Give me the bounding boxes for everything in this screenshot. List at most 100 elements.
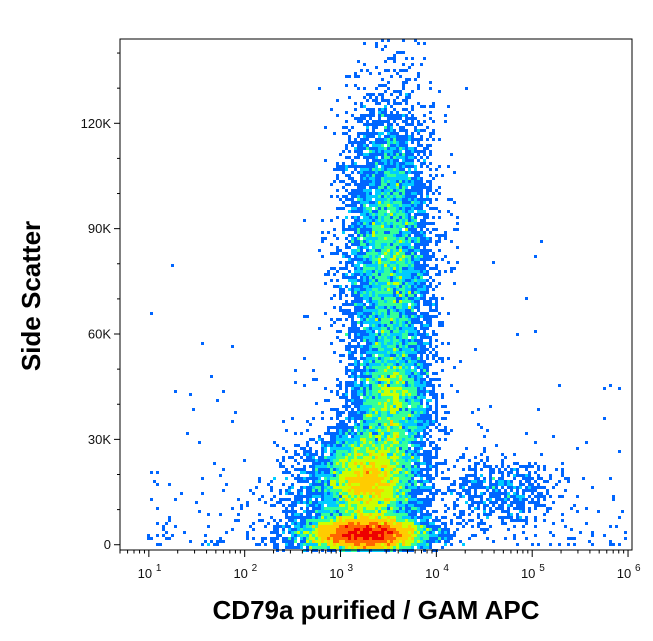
event-dot xyxy=(420,228,423,231)
event-dot xyxy=(384,381,387,384)
event-dot xyxy=(516,513,519,516)
event-dot xyxy=(363,237,366,240)
event-dot xyxy=(348,522,351,525)
event-dot xyxy=(375,123,378,126)
event-dot xyxy=(420,438,423,441)
event-dot xyxy=(354,435,357,438)
event-dot xyxy=(399,237,402,240)
event-dot xyxy=(498,495,501,498)
event-dot xyxy=(315,489,318,492)
event-dot xyxy=(339,525,342,528)
event-dot xyxy=(369,231,372,234)
event-dot xyxy=(387,504,390,507)
event-dot xyxy=(567,477,570,480)
event-dot xyxy=(360,408,363,411)
event-dot xyxy=(339,519,342,522)
event-dot xyxy=(351,216,354,219)
event-dot xyxy=(363,414,366,417)
event-dot xyxy=(399,180,402,183)
event-dot xyxy=(411,162,414,165)
event-dot xyxy=(405,513,408,516)
event-dot xyxy=(390,471,393,474)
event-dot xyxy=(570,507,573,510)
event-dot xyxy=(384,192,387,195)
event-dot xyxy=(405,120,408,123)
event-dot xyxy=(393,375,396,378)
event-dot xyxy=(369,213,372,216)
event-dot xyxy=(360,477,363,480)
event-dot xyxy=(351,438,354,441)
event-dot xyxy=(375,180,378,183)
event-dot xyxy=(375,453,378,456)
event-dot xyxy=(402,126,405,129)
event-dot xyxy=(381,174,384,177)
event-dot xyxy=(390,360,393,363)
event-dot xyxy=(516,498,519,501)
event-dot xyxy=(396,492,399,495)
event-dot xyxy=(438,423,441,426)
event-dot xyxy=(342,228,345,231)
event-dot xyxy=(342,393,345,396)
event-dot xyxy=(423,483,426,486)
event-dot xyxy=(405,387,408,390)
event-dot xyxy=(372,306,375,309)
event-dot xyxy=(387,393,390,396)
event-dot xyxy=(534,516,537,519)
event-dot xyxy=(330,492,333,495)
event-dot xyxy=(411,465,414,468)
event-dot xyxy=(354,321,357,324)
event-dot xyxy=(225,483,228,486)
event-dot xyxy=(375,300,378,303)
event-dot xyxy=(429,363,432,366)
event-dot xyxy=(423,153,426,156)
event-dot xyxy=(399,375,402,378)
event-dot xyxy=(357,432,360,435)
event-dot xyxy=(405,378,408,381)
event-dot xyxy=(399,138,402,141)
event-dot xyxy=(315,504,318,507)
event-dot xyxy=(372,309,375,312)
event-dot xyxy=(348,501,351,504)
event-dot xyxy=(411,267,414,270)
event-dot xyxy=(492,486,495,489)
event-dot xyxy=(402,333,405,336)
event-dot xyxy=(420,327,423,330)
event-dot xyxy=(420,249,423,252)
event-dot xyxy=(420,267,423,270)
event-dot xyxy=(396,513,399,516)
event-dot xyxy=(402,306,405,309)
event-dot xyxy=(255,486,258,489)
event-dot xyxy=(360,195,363,198)
event-dot xyxy=(360,261,363,264)
event-dot xyxy=(462,489,465,492)
event-dot xyxy=(345,372,348,375)
event-dot xyxy=(366,294,369,297)
event-dot xyxy=(330,447,333,450)
event-dot xyxy=(405,153,408,156)
event-dot xyxy=(297,513,300,516)
event-dot xyxy=(411,303,414,306)
event-dot xyxy=(267,522,270,525)
event-dot xyxy=(312,456,315,459)
event-dot xyxy=(339,513,342,516)
event-dot xyxy=(366,507,369,510)
event-dot xyxy=(357,495,360,498)
event-dot xyxy=(414,168,417,171)
event-dot xyxy=(336,336,339,339)
event-dot xyxy=(276,525,279,528)
event-dot xyxy=(378,264,381,267)
event-dot xyxy=(360,486,363,489)
event-dot xyxy=(360,270,363,273)
event-dot xyxy=(369,177,372,180)
event-dot xyxy=(516,486,519,489)
event-dot xyxy=(342,339,345,342)
event-dot xyxy=(525,297,528,300)
event-dot xyxy=(402,207,405,210)
event-dot xyxy=(468,486,471,489)
event-dot xyxy=(348,441,351,444)
event-dot xyxy=(354,447,357,450)
event-dot xyxy=(531,492,534,495)
event-dot xyxy=(378,255,381,258)
event-dot xyxy=(405,462,408,465)
event-dot xyxy=(411,354,414,357)
